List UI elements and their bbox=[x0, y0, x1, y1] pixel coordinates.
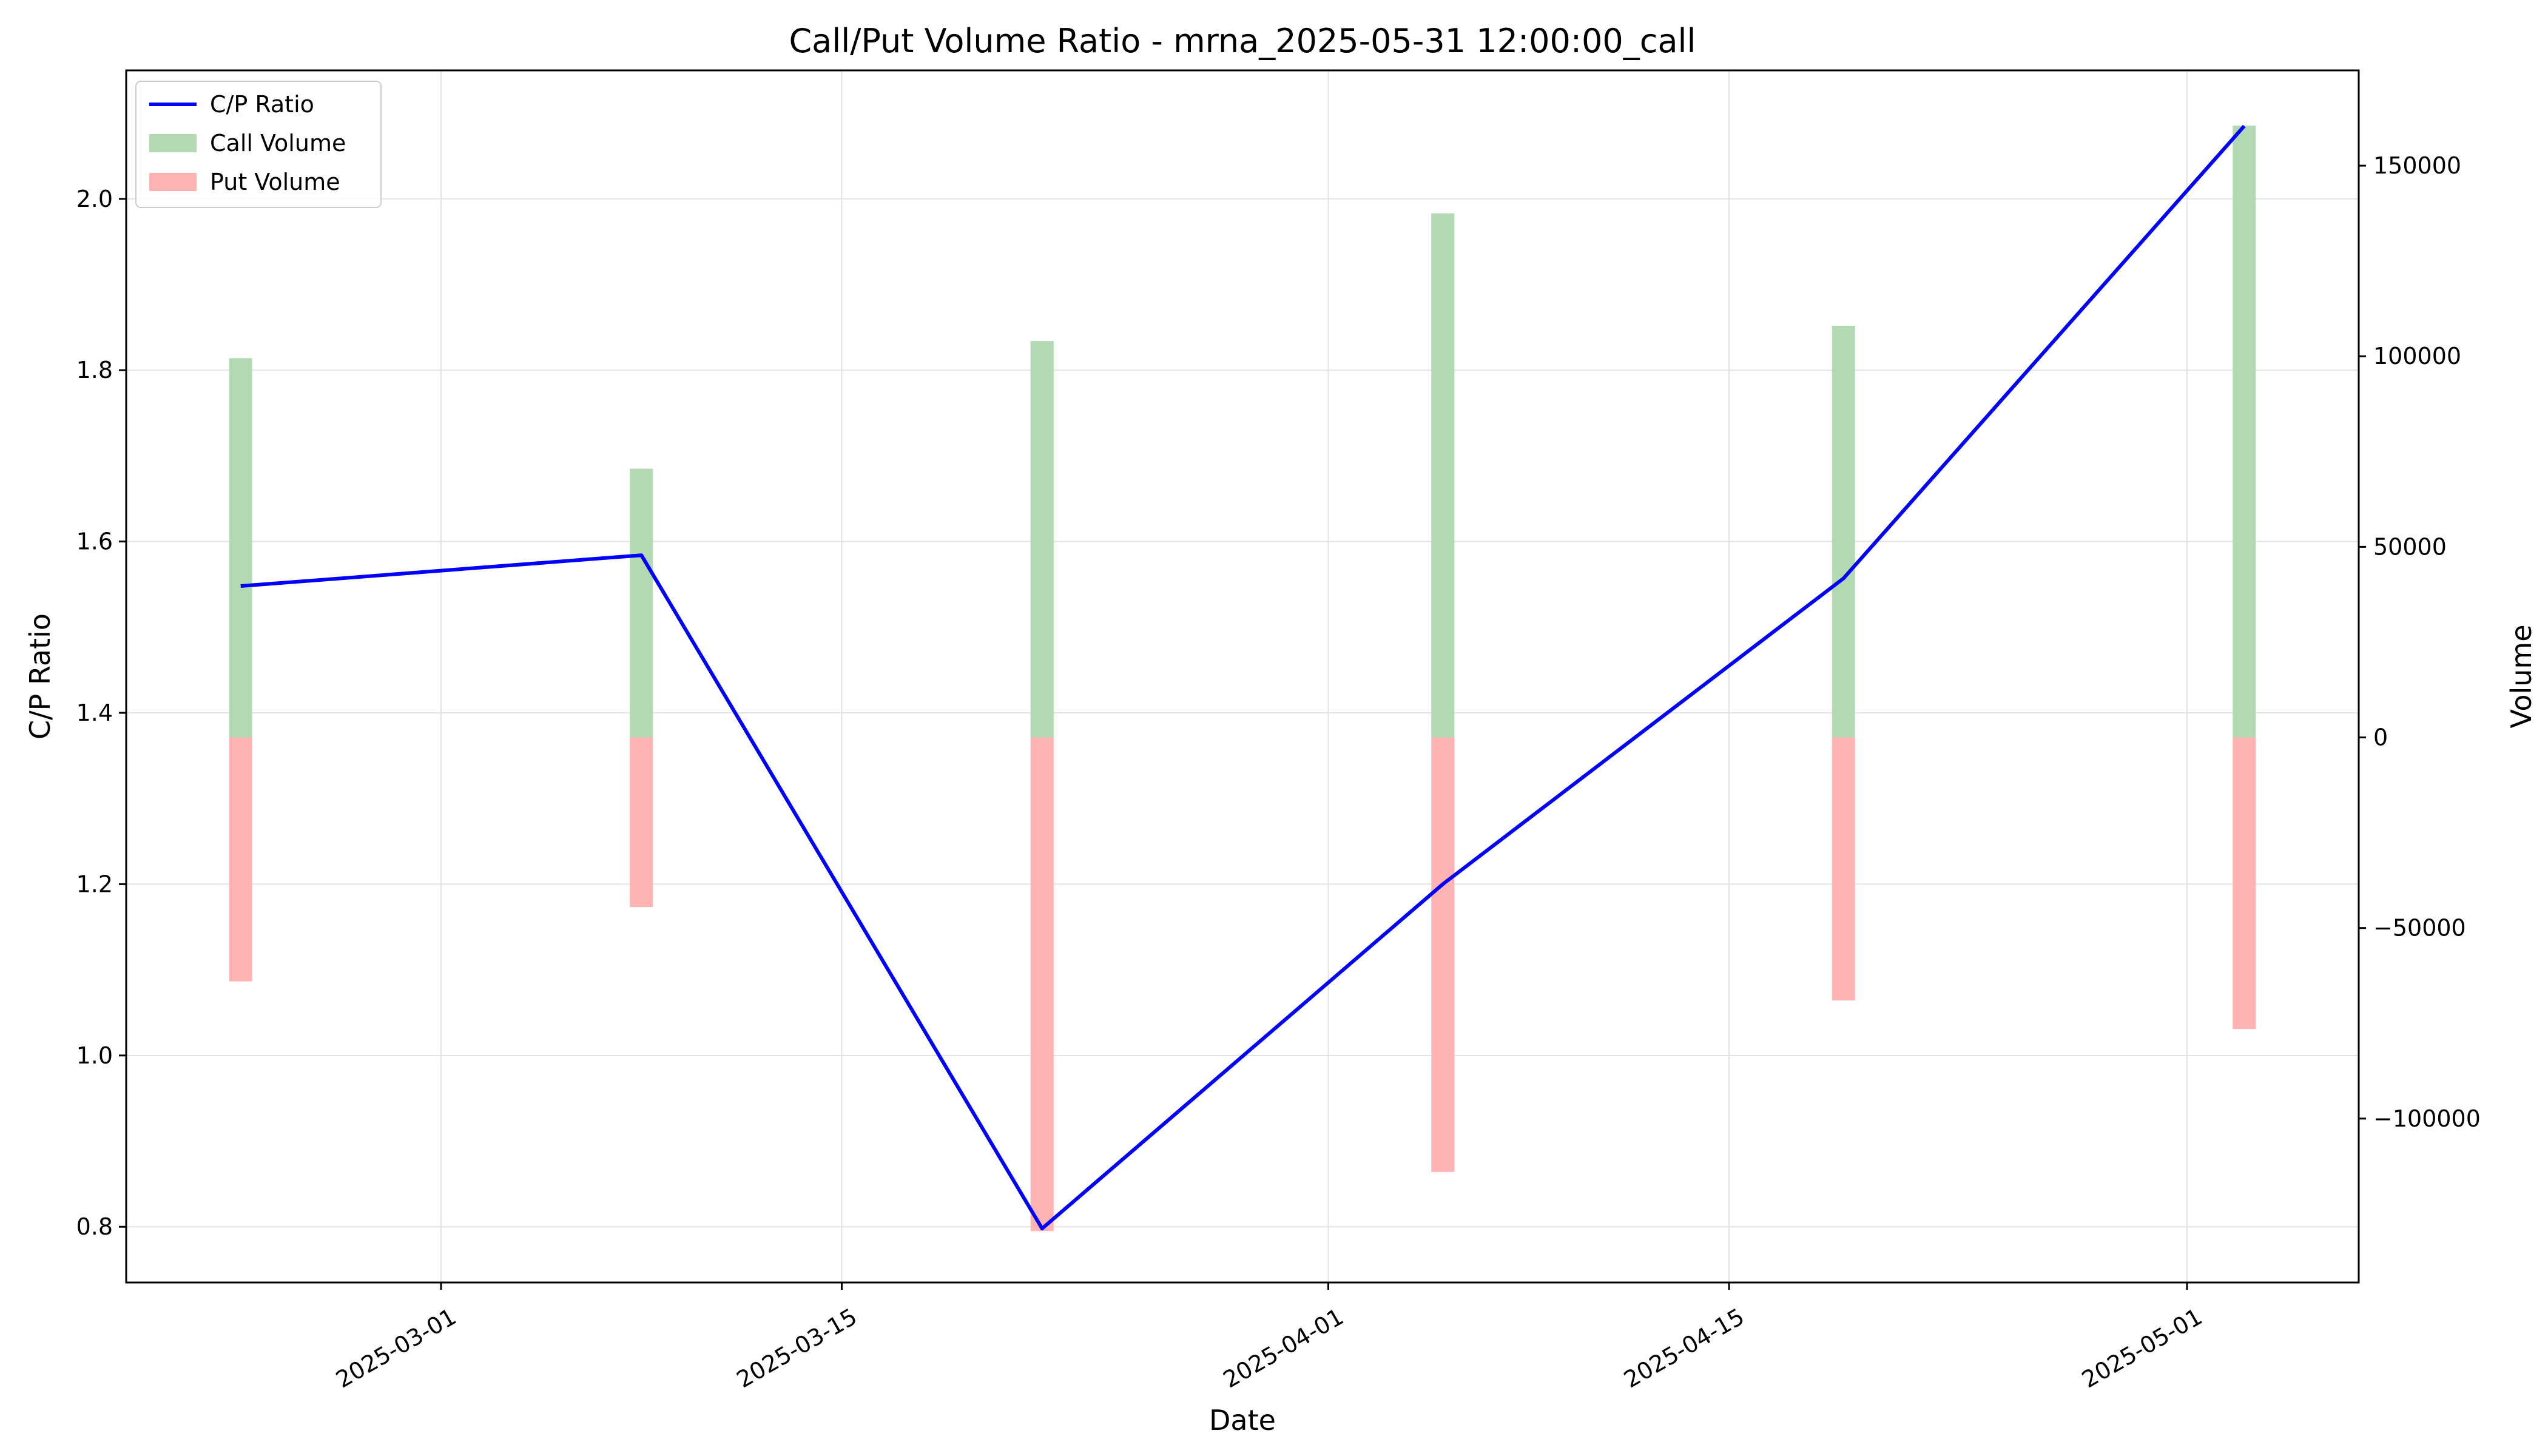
x-tick-label: 2025-03-15 bbox=[732, 1303, 861, 1394]
ratio-line bbox=[240, 124, 2246, 1231]
y-left-tick-label: 1.8 bbox=[76, 357, 113, 383]
x-tick-label: 2025-05-01 bbox=[2077, 1303, 2206, 1394]
y-right-tick-label: −100000 bbox=[2373, 1105, 2481, 1132]
put-volume-bar bbox=[630, 737, 653, 908]
y-axis-left-label: C/P Ratio bbox=[24, 613, 56, 740]
call-volume-bar bbox=[2233, 126, 2256, 738]
y-right-tick-label: 0 bbox=[2373, 724, 2388, 751]
legend-label: Put Volume bbox=[210, 169, 340, 195]
put-volume-bar bbox=[2233, 737, 2256, 1030]
legend-swatch-put-volume bbox=[149, 173, 197, 191]
x-tick-label: 2025-03-01 bbox=[331, 1303, 460, 1394]
y-left-tick-label: 1.6 bbox=[76, 528, 113, 555]
put-volume-bar bbox=[1431, 737, 1455, 1172]
y-left-tick-label: 1.4 bbox=[76, 699, 113, 726]
y-right-tick-label: 100000 bbox=[2373, 343, 2461, 369]
plot-frame bbox=[125, 69, 2360, 1284]
y-axis-right-label: Volume bbox=[2505, 624, 2538, 728]
y-right-tick-label: 150000 bbox=[2373, 152, 2461, 179]
call-volume-bar bbox=[1832, 325, 1855, 738]
x-axis-label: Date bbox=[1209, 1404, 1276, 1437]
put-volume-bar bbox=[229, 737, 252, 982]
y-right-tick-label: −50000 bbox=[2373, 915, 2466, 942]
x-tick-label: 2025-04-01 bbox=[1219, 1303, 1348, 1394]
put-volume-bar bbox=[1832, 737, 1855, 1001]
call-volume-bar bbox=[1030, 341, 1054, 738]
y-left-tick-label: 2.0 bbox=[76, 186, 113, 212]
volume-bars bbox=[229, 126, 2256, 1232]
y-right-tick-label: 50000 bbox=[2373, 533, 2447, 560]
legend: C/P Ratio Call Volume Put Volume bbox=[135, 81, 382, 208]
legend-label: Call Volume bbox=[210, 130, 346, 157]
put-volume-bar bbox=[1030, 737, 1054, 1232]
legend-label: C/P Ratio bbox=[210, 91, 314, 118]
y-left-tick-label: 0.8 bbox=[76, 1213, 113, 1240]
legend-box bbox=[135, 81, 382, 208]
cp-ratio-line bbox=[240, 124, 2246, 1231]
call-volume-bar bbox=[630, 468, 653, 738]
y-left-tick-label: 1.0 bbox=[76, 1042, 113, 1069]
grid bbox=[126, 70, 2359, 1282]
chart-title: Call/Put Volume Ratio - mrna_2025-05-31 … bbox=[789, 22, 1696, 60]
y-left-tick-label: 1.2 bbox=[76, 871, 113, 897]
call-volume-bar bbox=[229, 358, 252, 738]
y-axis-right: −100000 −50000 0 50000 100000 150000 bbox=[2359, 152, 2481, 1132]
x-axis: 2025-03-01 2025-03-15 2025-04-01 2025-04-15… bbox=[331, 1282, 2206, 1393]
call-volume-bar bbox=[1431, 213, 1455, 738]
x-tick-label: 2025-04-15 bbox=[1619, 1303, 1748, 1394]
y-axis-left: 0.8 1.0 1.2 1.4 1.6 1.8 2.0 bbox=[76, 186, 126, 1240]
legend-swatch-call-volume bbox=[149, 134, 197, 152]
